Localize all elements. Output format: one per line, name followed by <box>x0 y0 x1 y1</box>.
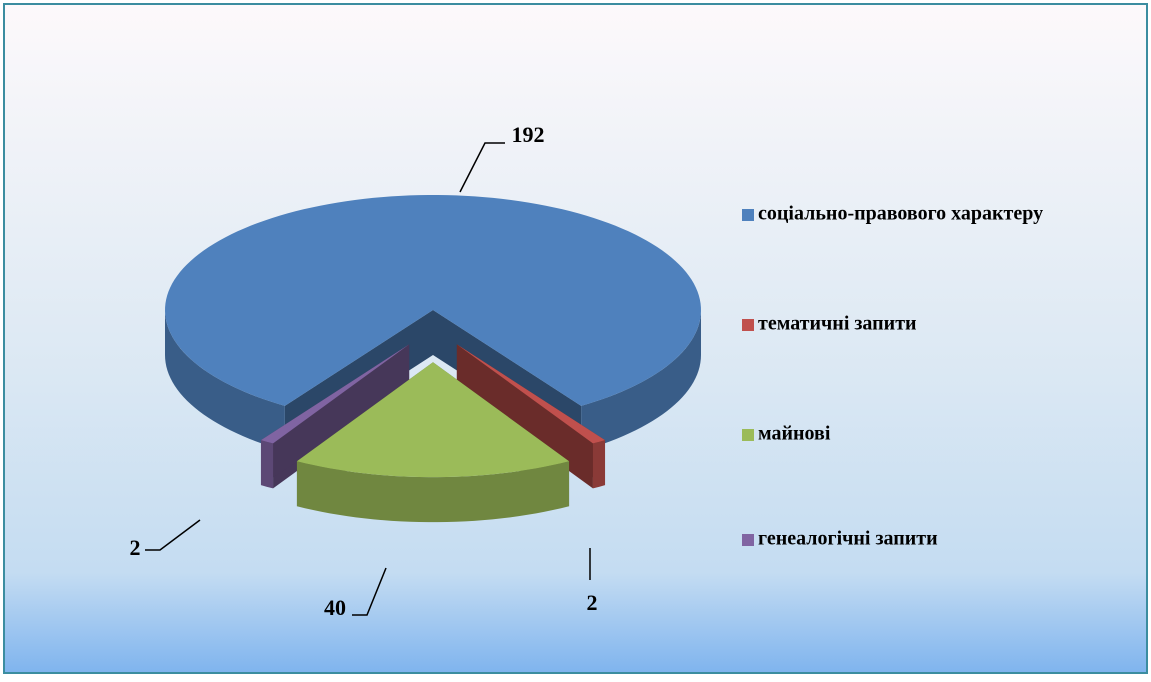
slice-side <box>260 440 274 489</box>
legend-label: майнові <box>758 423 831 445</box>
slice-wall <box>456 344 593 489</box>
legend-swatch <box>742 534 754 546</box>
data-label: 192 <box>512 122 545 147</box>
slice-wall <box>260 344 410 486</box>
slice-side <box>296 461 570 523</box>
slice-top <box>260 344 410 444</box>
slice-top <box>296 362 570 478</box>
data-label: 40 <box>324 595 346 620</box>
slice-top <box>165 195 701 406</box>
pie-slice <box>260 344 410 489</box>
legend-label: генеалогічні запити <box>758 528 938 550</box>
pie-slice <box>296 362 570 523</box>
data-label: 2 <box>587 590 598 615</box>
legend-swatch <box>742 209 754 221</box>
legend-swatch <box>742 429 754 441</box>
slice-side <box>165 310 285 451</box>
leader-lines <box>145 142 591 616</box>
legend-swatch <box>742 319 754 331</box>
legend-label: тематичні запити <box>758 313 917 335</box>
pie-slice <box>456 344 606 489</box>
slice-side <box>592 440 606 489</box>
slice-side <box>581 310 701 451</box>
legend-label: соціально-правового характеру <box>758 203 1043 225</box>
data-label: 2 <box>130 535 141 560</box>
slice-top <box>456 344 606 444</box>
